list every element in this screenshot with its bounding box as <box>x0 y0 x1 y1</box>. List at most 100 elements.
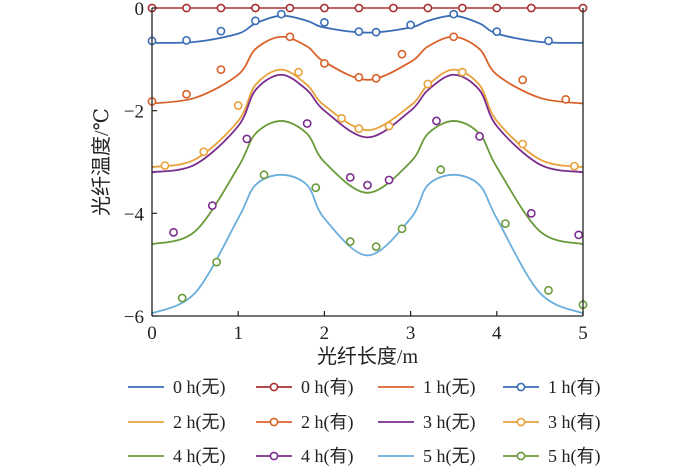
series-marker-11-7 <box>436 165 446 175</box>
series-marker-7-3 <box>294 67 303 77</box>
y-tick-label-3: −6 <box>124 307 144 328</box>
series-marker-1-7 <box>388 3 398 13</box>
x-tick-label-0: 0 <box>147 323 157 344</box>
legend-label-10: 5 h(无) <box>423 446 476 467</box>
series-line-0 <box>151 14 584 44</box>
series-marker-9-0 <box>169 227 178 237</box>
legend-item-9: 4 h(有) <box>256 446 354 467</box>
series-marker-11-9 <box>544 285 553 295</box>
series-marker-3-1 <box>182 35 191 45</box>
series-marker-3-10 <box>492 27 502 37</box>
series-marker-9-8 <box>475 131 484 141</box>
series-marker-9-1 <box>207 201 217 211</box>
legend-label-9: 4 h(有) <box>301 446 354 467</box>
legend-label-4: 2 h(无) <box>173 412 226 433</box>
legend-label-6: 3 h(无) <box>423 412 476 433</box>
axes: 0 1 2 3 4 5 0 −2 −4 −6 光纤长度/m 光纤温度/℃ <box>90 0 588 368</box>
series-marker-1-4 <box>285 3 295 13</box>
y-tick-label-0: 0 <box>135 0 145 20</box>
series-marker-3-5 <box>319 17 329 27</box>
legend-label-3: 1 h(有) <box>548 377 601 398</box>
series-line-2 <box>151 35 584 105</box>
series-marker-9-7 <box>432 116 441 126</box>
x-tick-label-5: 5 <box>578 323 588 344</box>
legend-swatch-marker-5 <box>269 417 279 427</box>
series-marker-1-9 <box>457 3 467 13</box>
legend-label-8: 4 h(无) <box>173 446 226 467</box>
series-marker-3-9 <box>449 9 459 19</box>
series-line-6 <box>151 73 584 174</box>
x-axis-title: 光纤长度/m <box>317 345 419 368</box>
series-marker-7-9 <box>518 139 528 149</box>
series-marker-9-9 <box>526 208 536 218</box>
series-marker-7-4 <box>337 113 347 123</box>
series-line-4 <box>151 68 584 169</box>
series-marker-11-1 <box>212 257 222 267</box>
legend-item-3: 1 h(有) <box>503 377 601 398</box>
series-marker-11-8 <box>501 219 510 228</box>
x-tick-label-3: 3 <box>406 323 416 344</box>
series-marker-3-3 <box>251 16 260 26</box>
series-marker-7-7 <box>423 79 433 89</box>
series-marker-9-3 <box>302 119 312 128</box>
legend-swatch-marker-7 <box>516 417 526 427</box>
legend-item-11: 5 h(有) <box>503 446 601 467</box>
series-marker-1-1 <box>182 3 191 13</box>
series-line-8 <box>151 120 584 246</box>
series-marker-5-8 <box>449 32 459 42</box>
series-marker-9-6 <box>384 175 394 185</box>
series-marker-3-7 <box>371 27 381 37</box>
series-marker-3-11 <box>544 36 553 46</box>
series-marker-5-6 <box>371 73 381 83</box>
legend-label-1: 0 h(有) <box>301 377 354 398</box>
y-tick-label-2: −4 <box>124 204 145 225</box>
series-marker-3-8 <box>406 20 415 30</box>
series-marker-7-8 <box>457 67 467 77</box>
series-marker-5-1 <box>182 89 191 99</box>
legend-item-4: 2 h(无) <box>128 412 226 433</box>
y-tick-label-1: −2 <box>124 102 144 123</box>
series-marker-9-2 <box>242 134 252 144</box>
legend-item-0: 0 h(无) <box>128 377 226 398</box>
series-marker-7-5 <box>354 124 364 134</box>
series-marker-7-1 <box>199 147 209 157</box>
series-marker-11-4 <box>345 237 355 246</box>
legend: 0 h(无) 0 h(有) 1 h(无) 1 h(有) 2 h(无) 2 h(有) 3 h(… <box>128 377 601 467</box>
series-marker-7-2 <box>233 101 243 110</box>
series-marker-3-4 <box>276 9 286 19</box>
series-marker-1-8 <box>423 3 433 13</box>
legend-swatch-marker-1 <box>269 382 279 392</box>
series-marker-11-3 <box>311 183 321 193</box>
legend-label-11: 5 h(有) <box>548 446 601 467</box>
series-marker-1-6 <box>354 3 364 13</box>
plot-area <box>147 3 588 315</box>
series-marker-5-2 <box>216 65 226 74</box>
series-marker-9-4 <box>345 172 355 182</box>
x-tick-label-2: 2 <box>320 323 330 344</box>
series-marker-11-5 <box>371 242 381 252</box>
legend-item-6: 3 h(无) <box>378 412 476 433</box>
y-axis-title: 光纤温度/℃ <box>90 108 113 216</box>
series-marker-5-7 <box>397 49 407 59</box>
series-marker-1-5 <box>319 3 329 13</box>
series-marker-3-2 <box>216 26 226 36</box>
series-marker-5-3 <box>285 32 295 42</box>
legend-swatch-marker-3 <box>516 382 526 392</box>
legend-item-7: 3 h(有) <box>503 412 601 433</box>
series-marker-5-4 <box>319 59 329 68</box>
series-marker-1-10 <box>492 3 502 13</box>
x-tick-label-4: 4 <box>492 323 502 344</box>
series-line-10 <box>151 173 584 315</box>
legend-item-8: 4 h(无) <box>128 446 226 467</box>
series-marker-7-10 <box>569 161 579 171</box>
series-marker-3-6 <box>354 27 364 37</box>
series-marker-9-10 <box>574 230 584 240</box>
legend-label-2: 1 h(无) <box>423 377 476 398</box>
legend-label-0: 0 h(无) <box>173 377 226 398</box>
series-marker-7-6 <box>384 121 394 131</box>
series-marker-5-9 <box>518 75 528 85</box>
legend-label-5: 2 h(有) <box>301 412 354 433</box>
series-marker-1-11 <box>526 3 536 13</box>
